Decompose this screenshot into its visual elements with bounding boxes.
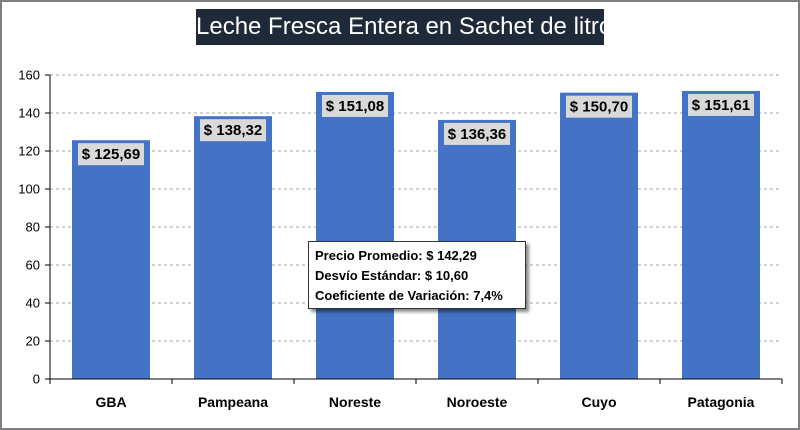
x-axis: GBA Pampeana Noreste Noroeste Cuyo Patagonia xyxy=(49,378,783,410)
bar xyxy=(316,91,394,379)
bar xyxy=(682,90,760,379)
gridlines xyxy=(50,74,782,342)
y-tick-label: 20 xyxy=(26,334,40,349)
data-label: $ 151,61 xyxy=(692,97,750,114)
y-tick-label: 60 xyxy=(26,258,40,273)
y-tick-label: 100 xyxy=(18,182,40,197)
y-tick-label: 160 xyxy=(18,68,40,83)
data-label-box xyxy=(566,95,632,118)
x-tick-label: Cuyo xyxy=(582,394,617,410)
x-tick-label: Patagonia xyxy=(688,394,755,410)
data-label-box xyxy=(322,94,388,117)
data-label-box xyxy=(444,122,510,145)
x-tick-label: GBA xyxy=(95,394,126,410)
data-label: $ 138,32 xyxy=(204,122,262,139)
x-tick-label: Noreste xyxy=(329,394,381,410)
data-label: $ 136,36 xyxy=(448,126,506,143)
data-label-box xyxy=(78,143,144,166)
y-tick-label: 40 xyxy=(26,296,40,311)
stats-annotation: Precio Promedio: $ 142,29 Desvío Estánda… xyxy=(308,241,526,309)
chart-title: Leche Fresca Entera en Sachet de litro xyxy=(196,9,612,45)
bars: $ 125,69 $ 138,32 $ 151,08 $ 136,36 $ 150,70… xyxy=(72,90,760,380)
y-tick-label: 140 xyxy=(18,106,40,121)
y-tick-label: 80 xyxy=(26,220,40,235)
y-tick-label: 0 xyxy=(33,372,40,387)
data-label: $ 125,69 xyxy=(82,146,140,163)
data-label: $ 150,70 xyxy=(570,99,628,116)
bar xyxy=(72,140,150,379)
x-tick-label: Noroeste xyxy=(447,394,508,410)
bar xyxy=(560,92,638,380)
bar xyxy=(194,116,272,379)
stat-average: Precio Promedio: $ 142,29 xyxy=(315,248,477,263)
stat-cv: Coeficiente de Variación: 7,4% xyxy=(315,288,503,303)
data-label: $ 151,08 xyxy=(326,98,384,115)
data-label-box xyxy=(688,93,754,116)
data-label-box xyxy=(200,119,266,142)
stat-stddev: Desvío Estándar: $ 10,60 xyxy=(315,268,469,283)
y-axis: 0 20 40 60 80 100 120 140 160 xyxy=(18,68,51,387)
x-tick-label: Pampeana xyxy=(198,394,268,410)
y-tick-label: 120 xyxy=(18,144,40,159)
